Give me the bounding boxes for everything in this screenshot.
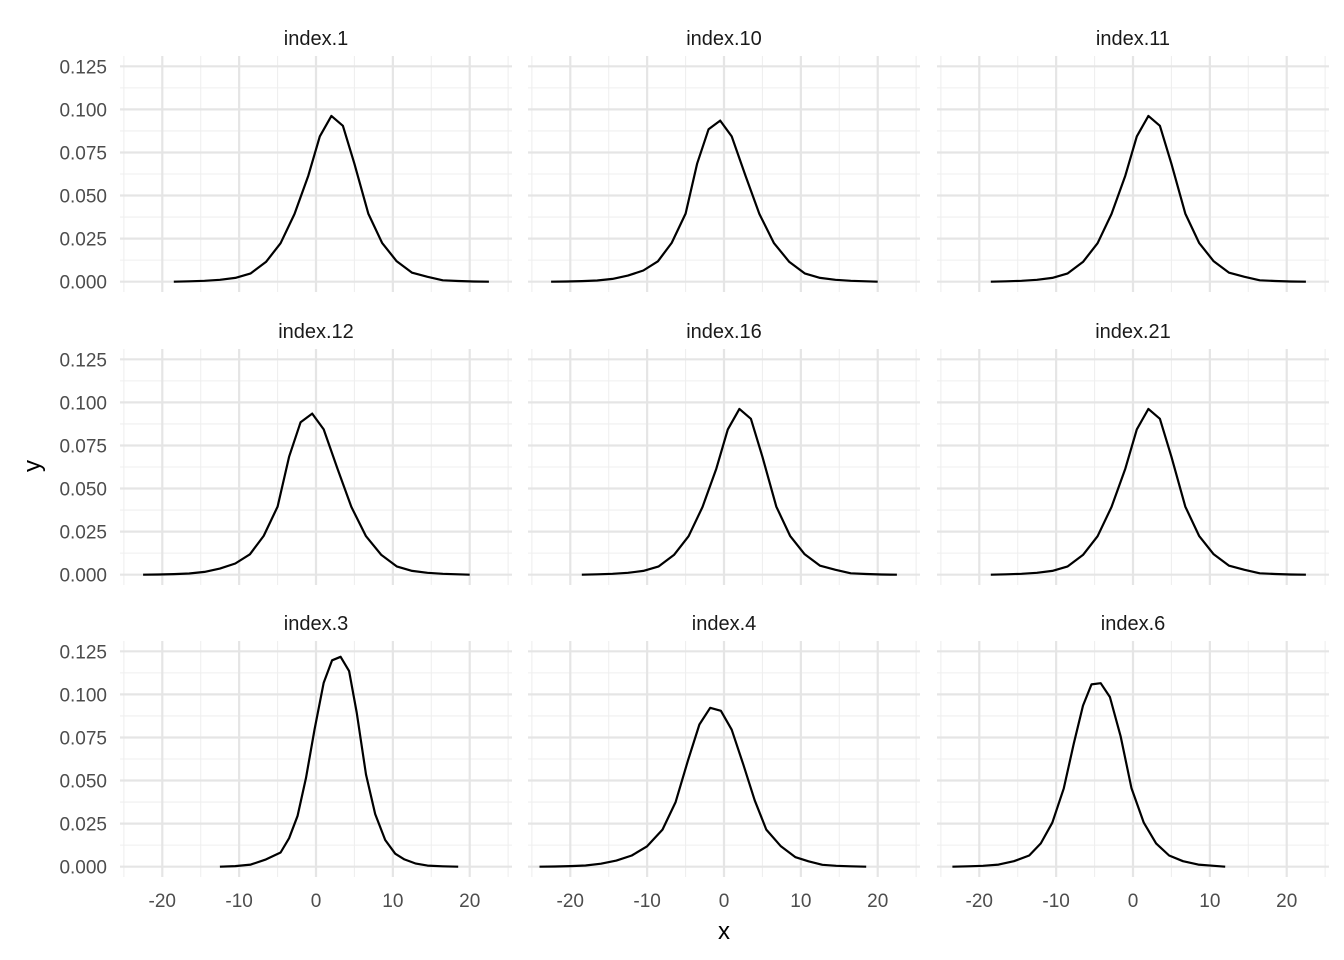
x-tick-label: -20 [149,891,176,912]
facet-panel: index.12 [120,321,512,585]
density-curve [990,114,1306,283]
y-tick-label: 0.050 [59,772,107,793]
x-tick-label: 0 [1128,891,1139,912]
y-tick-label: 0.100 [59,685,107,706]
facet-strip-label: index.10 [686,28,762,50]
y-tick-label: 0.125 [59,350,107,371]
y-axis-tick-labels: 0.000 0.025 0.050 0.075 0.100 0.125 0.000 0.025… [59,57,107,878]
facet-strip-label: index.11 [1096,28,1170,50]
x-tick-label: 20 [1276,891,1297,912]
x-tick-label: 20 [459,891,480,912]
y-tick-label: 0.025 [59,815,107,836]
y-tick-label: 0.000 [59,566,107,587]
facet-panel: index.3 [120,613,512,877]
facet-strip-label: index.21 [1095,321,1171,343]
facet-strip-label: index.1 [284,28,349,50]
x-tick-label: 0 [719,891,730,912]
facet-panel: index.11 [937,28,1329,292]
facet-strip-label: index.12 [278,321,354,343]
y-tick-label: 0.000 [59,858,107,879]
density-curve [581,407,897,576]
y-tick-label: 0.075 [59,436,107,457]
facet-strip-label: index.16 [686,321,762,343]
x-axis-tick-labels: -20 -10 0 10 20 -20 -10 0 10 20 -20 -10 0 10 20 [149,891,1298,912]
y-tick-label: 0.125 [59,57,107,78]
y-tick-label: 0.050 [59,187,107,208]
y-tick-label: 0.050 [59,480,107,501]
x-tick-label: -10 [1042,891,1069,912]
facet-panel: index.16 [528,321,920,585]
density-curve [952,682,1226,868]
facet-panel: index.4 [528,613,920,877]
density-curve [219,655,459,868]
y-tick-label: 0.025 [59,230,107,251]
facet-panel: index.10 [528,28,920,292]
x-tick-label: -20 [966,891,993,912]
y-tick-label: 0.125 [59,642,107,663]
facet-strip-label: index.4 [692,613,757,635]
facet-strip-label: index.6 [1101,613,1166,635]
density-curve [143,412,470,576]
density-curve [539,706,867,868]
x-axis-title: x [718,918,730,945]
facet-panel: index.1 [120,28,512,292]
facet-panel: index.21 [937,321,1329,585]
y-tick-label: 0.100 [59,100,107,121]
x-tick-label: 10 [1199,891,1220,912]
x-tick-label: 20 [867,891,888,912]
y-tick-label: 0.025 [59,523,107,544]
density-curve [551,119,878,283]
x-tick-label: 10 [382,891,403,912]
facet-panels: index.1 index.10 index.11 index.12 index.16 i… [120,28,1329,877]
x-tick-label: 0 [311,891,322,912]
density-curve [990,407,1306,576]
x-tick-label: -20 [557,891,584,912]
facet-strip-label: index.3 [284,613,349,635]
y-tick-label: 0.000 [59,273,107,294]
density-curve [173,114,489,283]
y-axis-title: y [19,460,46,472]
y-tick-label: 0.100 [59,393,107,414]
x-tick-label: 10 [790,891,811,912]
x-tick-label: -10 [633,891,660,912]
facet-panel: index.6 [937,613,1329,877]
y-tick-label: 0.075 [59,143,107,164]
x-tick-label: -10 [225,891,252,912]
y-tick-label: 0.075 [59,728,107,749]
